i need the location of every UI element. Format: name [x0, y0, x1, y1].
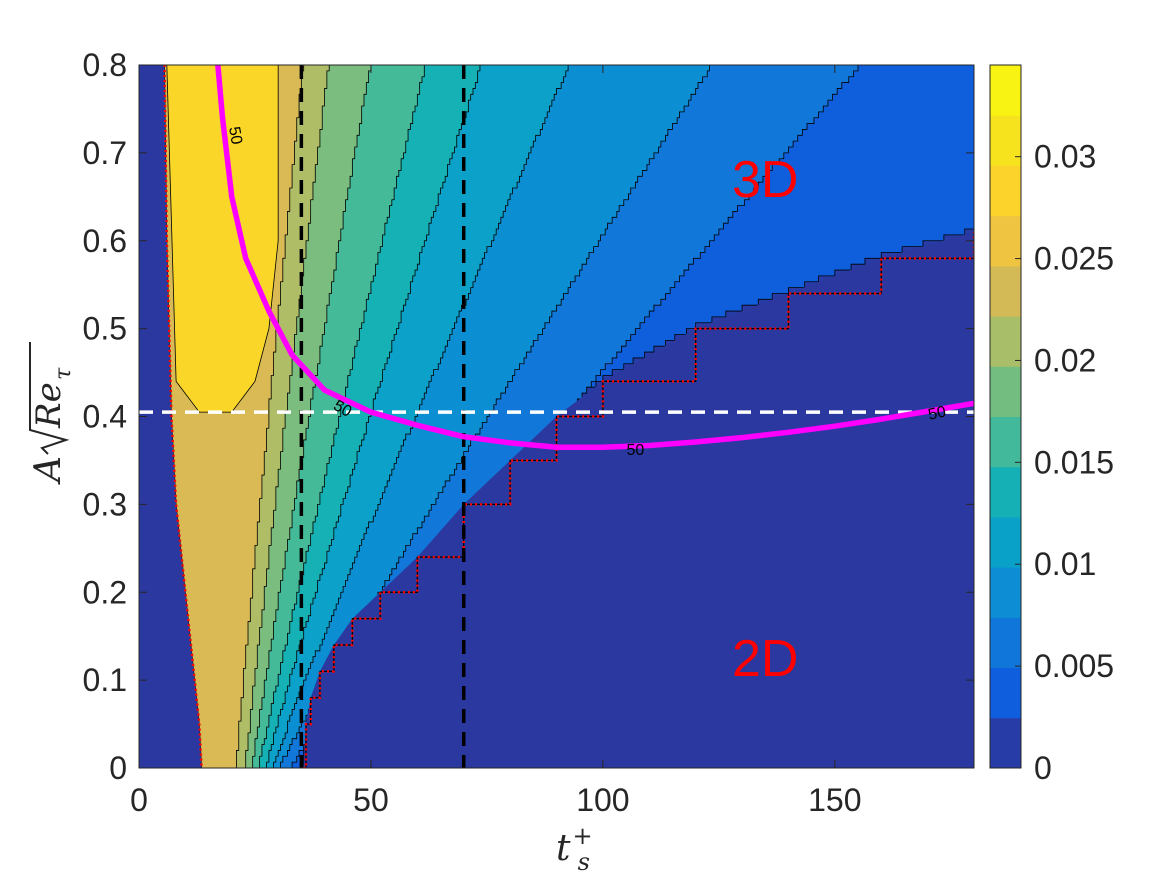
region-label-3d: 3D	[732, 151, 798, 209]
contour-label-0: 50	[225, 125, 245, 146]
magenta-contour	[215, 65, 974, 451]
colorbar-tick-label-3: 0.015	[1034, 444, 1114, 480]
contour-label-3: 50	[927, 403, 948, 423]
contour-label-1: 50	[330, 397, 354, 421]
colorbar-step-11	[990, 165, 1021, 217]
colorbar-step-1	[990, 667, 1021, 719]
colorbar-tick-label-5: 0.025	[1034, 241, 1114, 277]
y-tick-label-0: 0	[109, 750, 127, 786]
x-tick-label-3: 150	[808, 782, 861, 818]
y-axis-label-sqrt	[29, 342, 70, 455]
colorbar-step-3	[990, 567, 1021, 618]
y-axis-label-tau: τ	[51, 367, 76, 380]
overlays: 50 50 50 50 3D 2D	[139, 65, 974, 768]
y-tick-label-5: 0.5	[83, 311, 127, 347]
axes: 0 50 100 150 0 0.1 0.2 0.3 0.4 0.5 0.6 0.7 0.8	[83, 47, 974, 818]
x-tick-label-1: 50	[353, 782, 389, 818]
colorbar: 0 0.005 0.01 0.015 0.02 0.025 0.03	[989, 64, 1114, 786]
y-axis-label: A Re τ	[28, 342, 76, 485]
contour-band-top	[166, 65, 279, 413]
colorbar-tick-label-0: 0	[1034, 750, 1052, 786]
colorbar-step-9	[990, 265, 1021, 317]
y-tick-label-8: 0.8	[83, 47, 127, 83]
left-boundary-red-dotted	[163, 65, 203, 768]
colorbar-tick-label-4: 0.02	[1034, 342, 1096, 378]
x-tick-label-0: 0	[130, 782, 148, 818]
contour-label-2: 50	[626, 442, 644, 459]
y-tick-label-1: 0.1	[83, 662, 127, 698]
region-label-2d: 2D	[732, 630, 798, 688]
colorbar-step-0	[990, 717, 1021, 769]
colorbar-step-8	[990, 316, 1021, 367]
colorbar-tick-label-2: 0.01	[1034, 546, 1096, 582]
colorbar-tick-label-1: 0.005	[1034, 648, 1114, 684]
y-axis-label-a: A	[28, 456, 69, 485]
y-axis-label-re: Re	[29, 382, 69, 429]
colorbar-step-4	[990, 516, 1021, 568]
y-tick-label-4: 0.4	[83, 399, 127, 435]
x-axis-label: t+ s	[556, 822, 593, 875]
colorbar-step-7	[990, 366, 1021, 417]
colorbar-step-10	[990, 215, 1021, 267]
colorbar-step-12	[990, 115, 1021, 166]
colorbar-step-5	[990, 466, 1021, 518]
colorbar-step-13	[990, 65, 1021, 116]
plot-area: 50 50 50 50 3D 2D	[139, 65, 974, 768]
colorbar-step-2	[990, 617, 1021, 669]
y-tick-label-6: 0.6	[83, 223, 127, 259]
y-tick-label-7: 0.7	[83, 135, 127, 171]
colorbar-tick-label-6: 0.03	[1034, 139, 1096, 175]
colorbar-frame	[989, 64, 1022, 769]
labels: t+ s A Re τ	[28, 342, 593, 875]
region-2d	[303, 231, 974, 768]
colorbar-step-6	[990, 416, 1021, 468]
y-tick-label-2: 0.2	[83, 574, 127, 610]
y-tick-label-3: 0.3	[83, 486, 127, 522]
x-tick-label-2: 100	[576, 782, 629, 818]
